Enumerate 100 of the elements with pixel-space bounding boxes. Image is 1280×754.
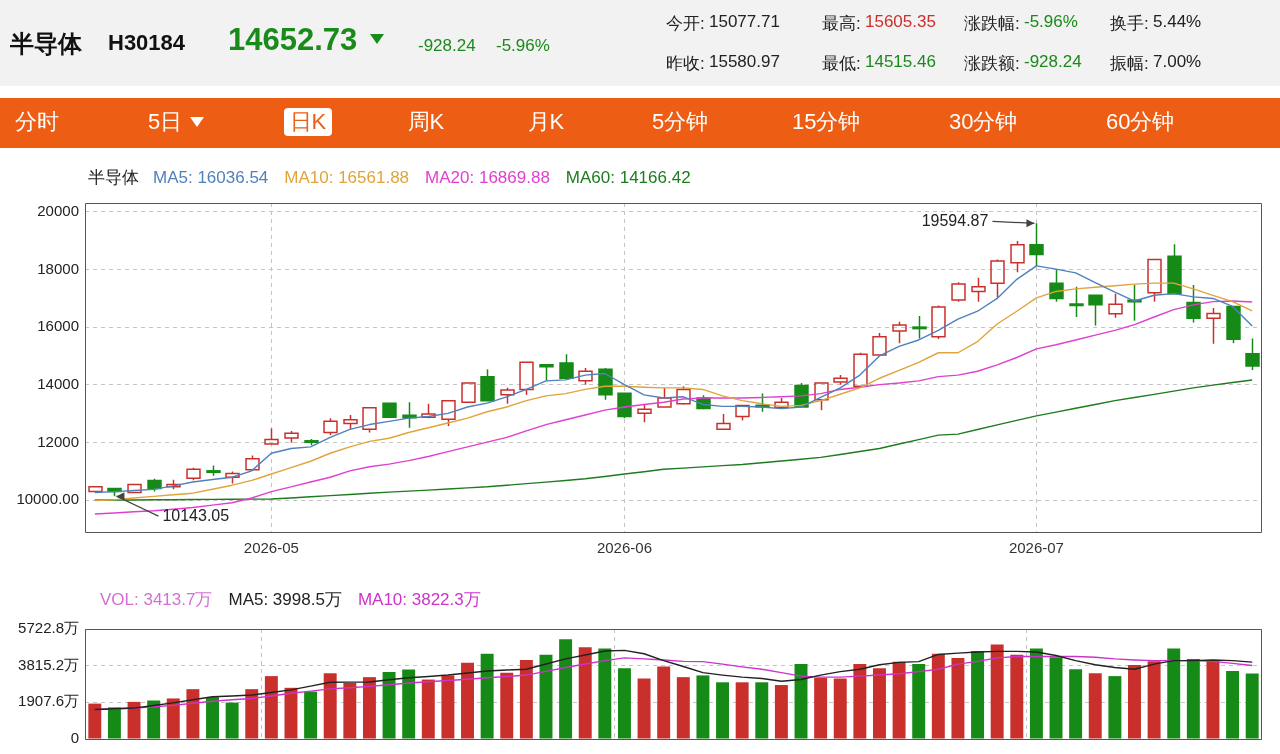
candlestick bbox=[1127, 284, 1142, 322]
bar bbox=[578, 647, 592, 739]
bar bbox=[774, 685, 788, 739]
bar bbox=[931, 653, 945, 739]
bar bbox=[716, 682, 730, 739]
annotation: 10143.05 bbox=[162, 506, 230, 524]
y-tick-label: 1907.6万 bbox=[18, 692, 79, 710]
bar bbox=[696, 675, 710, 739]
bar bbox=[88, 703, 102, 739]
bar bbox=[1108, 676, 1122, 739]
text: 15580.97 bbox=[709, 52, 780, 72]
text: 日K bbox=[283, 108, 333, 136]
bar bbox=[519, 659, 533, 739]
bar bbox=[147, 700, 161, 739]
bar bbox=[1167, 648, 1181, 739]
bar bbox=[755, 682, 769, 739]
bar bbox=[245, 689, 259, 739]
text: H30184 bbox=[108, 30, 186, 56]
bar bbox=[1010, 654, 1024, 739]
candlestick bbox=[1088, 294, 1103, 327]
text: 15077.71 bbox=[709, 12, 780, 32]
text: 60分钟 bbox=[1105, 108, 1176, 136]
text: 14652.73 bbox=[228, 22, 358, 58]
text: 最高: bbox=[822, 13, 861, 35]
candlestick bbox=[1206, 307, 1221, 345]
bar bbox=[166, 698, 180, 739]
text: 14515.46 bbox=[865, 52, 936, 72]
y-tick-label: 18000 bbox=[37, 259, 79, 277]
bar bbox=[1186, 658, 1200, 739]
candlestick bbox=[1245, 337, 1260, 371]
text: MA5: 3998.5万 bbox=[228, 590, 342, 609]
bar bbox=[873, 668, 886, 739]
text: -928.24 bbox=[418, 36, 476, 56]
bar bbox=[225, 702, 239, 739]
bar bbox=[1147, 661, 1161, 739]
bar bbox=[539, 654, 553, 739]
bar bbox=[814, 677, 828, 739]
bar bbox=[1128, 665, 1141, 739]
candlestick bbox=[1186, 284, 1201, 324]
text: 昨收: bbox=[666, 53, 705, 75]
bar bbox=[480, 653, 494, 739]
text: -5.96% bbox=[496, 36, 550, 56]
bar bbox=[500, 672, 514, 739]
x-tick-label: 2026-06 bbox=[596, 539, 652, 557]
bar bbox=[382, 671, 396, 739]
text: 今开: bbox=[666, 13, 705, 35]
bar bbox=[951, 657, 965, 739]
bar bbox=[1049, 657, 1063, 739]
text: 5.44% bbox=[1153, 12, 1202, 32]
candlestick bbox=[1069, 285, 1084, 318]
text: 涨跌幅: bbox=[964, 13, 1020, 35]
y-tick-label: 12000 bbox=[37, 432, 79, 450]
text: MA10: 16561.88 bbox=[284, 168, 410, 187]
bar bbox=[833, 678, 847, 739]
text: MA10: 3822.3万 bbox=[357, 590, 481, 609]
bar bbox=[912, 664, 926, 739]
text: 周K bbox=[406, 108, 446, 136]
bar bbox=[402, 669, 416, 739]
text: MA20: 16869.88 bbox=[425, 168, 550, 187]
text: 7.00% bbox=[1153, 52, 1202, 72]
text: 最低: bbox=[822, 53, 861, 75]
bar bbox=[1029, 648, 1043, 739]
text: -928.24 bbox=[1024, 52, 1082, 72]
bar bbox=[735, 682, 749, 739]
bar bbox=[1206, 660, 1220, 739]
bar bbox=[461, 662, 474, 739]
bar bbox=[186, 689, 200, 739]
candlestick bbox=[912, 315, 927, 340]
text: MA5: 16036.54 bbox=[153, 168, 269, 187]
bar bbox=[853, 664, 867, 739]
text: 分时 bbox=[14, 108, 60, 136]
bar bbox=[343, 682, 357, 739]
text: VOL: 3413.7万 bbox=[100, 590, 213, 609]
text: MA60: 14166.42 bbox=[565, 168, 691, 187]
bar bbox=[206, 697, 219, 739]
bar bbox=[990, 644, 1004, 739]
y-tick-label: 20000 bbox=[37, 201, 79, 219]
bar bbox=[637, 678, 651, 739]
text: 30分钟 bbox=[948, 108, 1019, 136]
bar bbox=[362, 677, 376, 739]
bar bbox=[323, 673, 337, 739]
bar bbox=[794, 664, 808, 739]
bar bbox=[1069, 669, 1083, 739]
text: 涨跌额: bbox=[964, 53, 1020, 75]
bar bbox=[1226, 670, 1240, 739]
bar bbox=[676, 677, 690, 739]
text: -5.96% bbox=[1024, 12, 1078, 32]
legend-title: 半导体 bbox=[88, 168, 139, 187]
bar bbox=[617, 668, 631, 739]
candlestick bbox=[971, 277, 986, 303]
text: 半导体 bbox=[10, 29, 82, 59]
y-tick-label: 5722.8万 bbox=[18, 619, 79, 637]
bar bbox=[441, 675, 455, 739]
bar bbox=[559, 639, 573, 739]
y-tick-label: 0 bbox=[70, 729, 79, 747]
text: 换手: bbox=[1110, 13, 1149, 35]
y-tick-label: 16000 bbox=[37, 317, 79, 335]
bar bbox=[107, 707, 121, 739]
y-tick-label: 3815.2万 bbox=[18, 655, 79, 673]
text: 5分钟 bbox=[651, 108, 710, 136]
